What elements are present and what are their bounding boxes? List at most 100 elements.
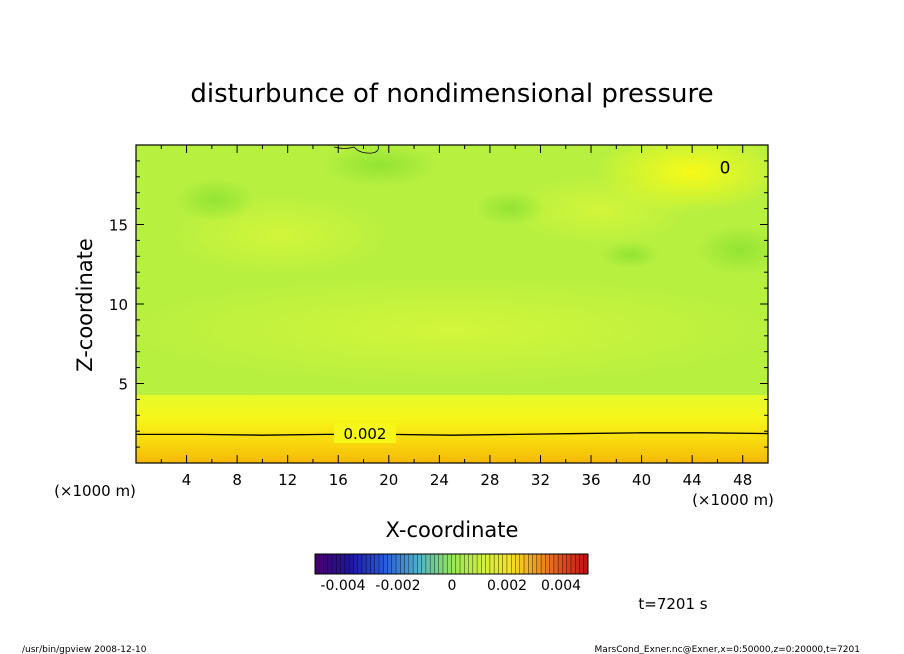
- colorbar-swatch: [519, 554, 525, 574]
- colorbar-swatch: [396, 554, 401, 574]
- colorbar: [314, 554, 589, 574]
- colorbar-swatch: [524, 554, 529, 574]
- footer-right: MarsCond_Exner.nc@Exner,x=0:50000,z=0:20…: [595, 645, 860, 654]
- x-tick-label: 36: [581, 471, 600, 489]
- x-tick-label: 20: [379, 471, 398, 489]
- chart-title: disturbunce of nondimensional pressure: [190, 79, 713, 109]
- colorbar-swatch: [408, 554, 414, 574]
- x-tick-labels: 4 8 12 16 20 24 28 32 36 40 44 48: [182, 471, 752, 489]
- colorbar-swatch: [344, 554, 350, 574]
- colorbar-swatch: [315, 554, 320, 574]
- x-tick-label: 4: [182, 471, 192, 489]
- y-tick-labels: 5 10 15: [109, 217, 128, 394]
- colorbar-swatch: [340, 554, 346, 574]
- x-tick-label: 48: [733, 471, 752, 489]
- field-dark-patch: [175, 178, 255, 222]
- y-axis-label: Z-coordinate: [73, 238, 97, 372]
- x-tick-label: 40: [632, 471, 651, 489]
- colorbar-swatch: [357, 554, 363, 574]
- colorbar-swatch: [327, 554, 333, 574]
- colorbar-swatch: [515, 554, 521, 574]
- field-yellow-patch: [595, 145, 768, 212]
- y-tick-label: 5: [118, 376, 128, 394]
- colorbar-tick-label: -0.002: [375, 578, 420, 594]
- colorbar-swatch: [361, 554, 367, 574]
- colorbar-swatch: [553, 554, 559, 574]
- colorbar-swatch: [378, 554, 384, 574]
- colorbar-swatch: [421, 554, 427, 574]
- colorbar-swatch: [545, 554, 550, 574]
- contour-marker-label: 0: [720, 158, 731, 178]
- x-tick-label: 44: [683, 471, 702, 489]
- colorbar-swatch: [541, 554, 546, 574]
- contour-line-0.002: [136, 432, 768, 436]
- colorbar-swatch: [532, 554, 538, 574]
- field-bottom-band: [136, 395, 768, 463]
- axis-ticks: [135, 144, 769, 464]
- colorbar-swatch: [558, 554, 563, 574]
- colorbar-swatch: [472, 554, 478, 574]
- colorbar-tick-label: 0.004: [541, 578, 581, 594]
- x-tick-label: 16: [329, 471, 348, 489]
- colorbar-swatch: [498, 554, 503, 574]
- colorbar-swatch: [366, 554, 371, 574]
- colorbar-swatch: [485, 554, 491, 574]
- colorbar-swatch: [451, 554, 457, 574]
- colorbar-swatch: [570, 554, 576, 574]
- colorbar-swatch: [447, 554, 452, 574]
- colorbar-swatch: [494, 554, 499, 574]
- field-light-band: [136, 275, 768, 385]
- colorbar-swatch: [575, 554, 580, 574]
- colorbar-swatch: [349, 554, 354, 574]
- footer-left: /usr/bin/gpview 2008-12-10: [22, 645, 147, 654]
- colorbar-swatch: [489, 554, 495, 574]
- colorbar-swatch: [562, 554, 567, 574]
- colorbar-swatch: [468, 554, 474, 574]
- colorbar-swatch: [536, 554, 542, 574]
- x-axis-label: X-coordinate: [386, 518, 519, 542]
- colorbar-swatch: [404, 554, 410, 574]
- colorbar-swatch: [391, 554, 397, 574]
- colorbar-swatch: [417, 554, 422, 574]
- field-dark-patch: [600, 241, 660, 269]
- colorbar-swatch: [549, 554, 555, 574]
- x-tick-label: 28: [480, 471, 499, 489]
- colorbar-tick-label: 0.002: [487, 578, 527, 594]
- time-label: t=7201 s: [638, 595, 707, 613]
- contour-label-bg: [334, 423, 396, 443]
- colorbar-swatch: [374, 554, 380, 574]
- colorbar-swatch: [430, 554, 435, 574]
- colorbar-swatch: [370, 554, 376, 574]
- x-tick-label: 24: [430, 471, 449, 489]
- heatmap-field: [136, 145, 768, 463]
- colorbar-swatch: [332, 554, 337, 574]
- y-tick-label: 10: [109, 296, 128, 314]
- colorbar-swatch: [336, 554, 341, 574]
- colorbar-swatch: [579, 554, 585, 574]
- colorbar-swatch: [319, 554, 324, 574]
- colorbar-swatch: [506, 554, 512, 574]
- field-dark-patch: [695, 225, 768, 275]
- colorbar-swatch: [460, 554, 465, 574]
- colorbar-swatch: [481, 554, 486, 574]
- colorbar-tick-label: -0.004: [320, 578, 365, 594]
- colorbar-swatch: [323, 554, 329, 574]
- colorbar-swatch: [434, 554, 440, 574]
- contour-label: 0.002: [344, 425, 387, 443]
- y-tick-label: 15: [109, 217, 128, 235]
- colorbar-swatch: [566, 554, 572, 574]
- colorbar-swatch: [425, 554, 431, 574]
- contour-fragment: [333, 144, 379, 154]
- field-dark-patch: [320, 145, 440, 187]
- colorbar-swatch: [353, 554, 358, 574]
- x-unit-label: (×1000 m): [692, 491, 774, 509]
- colorbar-swatch: [442, 554, 448, 574]
- field-dark-patch: [475, 190, 545, 226]
- x-tick-label: 32: [531, 471, 550, 489]
- colorbar-tick-label: 0: [448, 578, 457, 594]
- colorbar-frame: [314, 553, 589, 575]
- colorbar-swatch: [528, 554, 533, 574]
- x-tick-label: 12: [278, 471, 297, 489]
- colorbar-swatch: [413, 554, 418, 574]
